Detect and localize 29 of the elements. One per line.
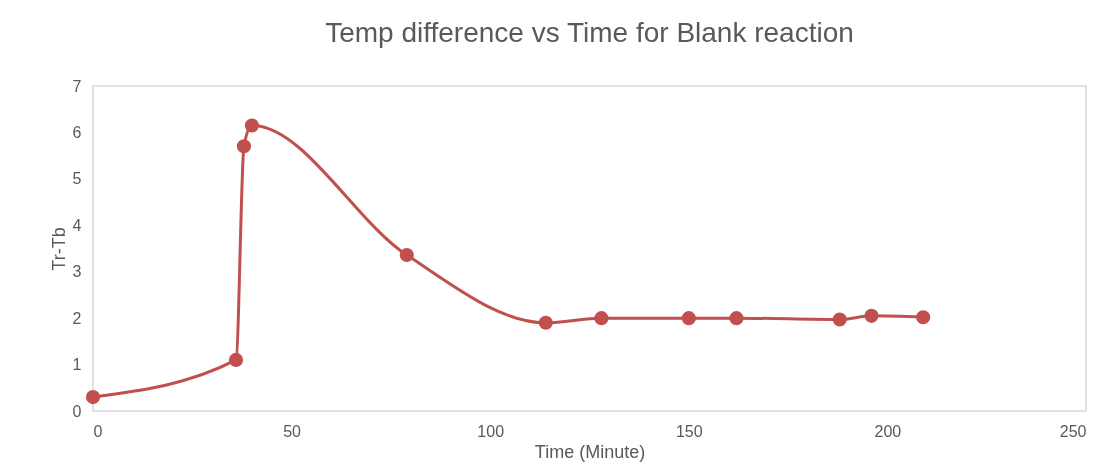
- point: [244, 118, 259, 133]
- point: [594, 311, 609, 326]
- point: [729, 311, 744, 326]
- y-tick-label: 1: [72, 356, 82, 374]
- point: [916, 310, 931, 325]
- y-tick-label: 2: [72, 309, 82, 327]
- x-tick-label: 0: [93, 422, 103, 440]
- point: [85, 390, 101, 405]
- point: [538, 315, 553, 330]
- point: [236, 139, 252, 154]
- y-tick-label: 7: [72, 77, 82, 95]
- x-tick-label: 50: [283, 422, 302, 440]
- point: [864, 308, 879, 323]
- x-tick-label: 150: [675, 422, 703, 440]
- x-tick-label: 100: [477, 422, 505, 440]
- y-tick-label: 6: [72, 123, 82, 141]
- x-tick-label: 200: [874, 422, 902, 440]
- y-tick-label: 0: [72, 402, 82, 420]
- point: [399, 247, 414, 263]
- x-tick-label: 250: [1059, 422, 1087, 440]
- point: [228, 352, 244, 367]
- chart-title: Temp difference vs Time for Blank reaction: [325, 17, 854, 48]
- x-axis-title: Time (Minute): [534, 441, 646, 462]
- y-axis-title: Tr-Tb: [48, 227, 69, 271]
- y-tick-label: 3: [72, 263, 82, 281]
- point: [832, 312, 847, 327]
- y-tick-label: 5: [72, 170, 82, 188]
- y-tick-label: 4: [72, 216, 82, 234]
- point: [681, 311, 696, 326]
